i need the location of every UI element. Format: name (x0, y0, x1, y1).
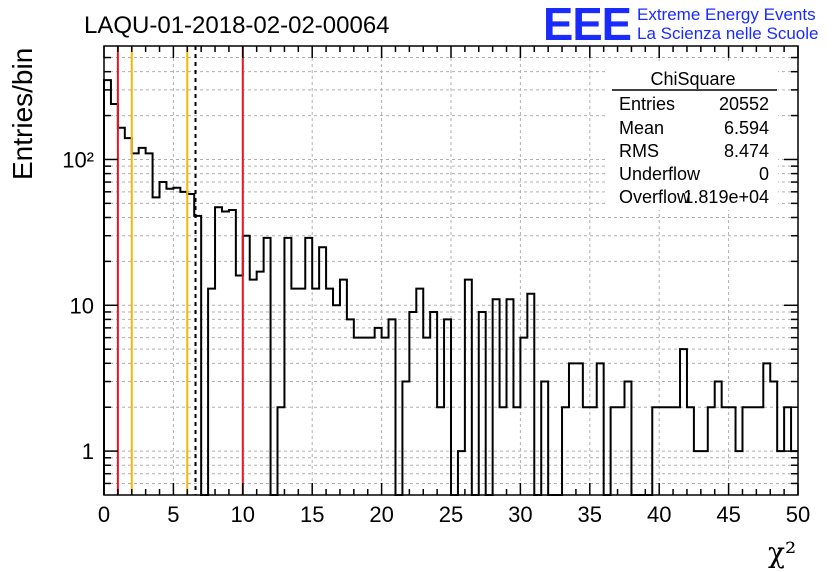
histogram-bar (222, 211, 229, 495)
x-tick-label: 30 (508, 502, 532, 527)
histogram-bar (333, 305, 340, 495)
x-axis-label: χ² (768, 536, 796, 569)
histogram-bar (139, 148, 146, 495)
histogram-bar (597, 363, 604, 495)
y-tick-labels: 1 10 10² (62, 147, 94, 464)
histogram-bar (160, 182, 167, 495)
stats-label-rms: RMS (619, 141, 659, 161)
histogram-bar (180, 192, 187, 495)
histogram-outline (103, 79, 798, 496)
stats-value-rms: 8.474 (724, 141, 769, 161)
stats-title: ChiSquare (650, 69, 735, 89)
histogram-bar (173, 188, 180, 495)
histogram-bar (153, 197, 160, 495)
y-tick-label: 10 (70, 293, 94, 318)
histogram-bar (166, 189, 173, 495)
histogram-bar (368, 338, 375, 495)
histogram-bar (763, 363, 770, 495)
histogram-bar (229, 210, 236, 495)
stats-box: ChiSquare Entries 20552 Mean 6.594 RMS 8… (608, 62, 778, 210)
histogram-bar (680, 349, 687, 495)
histogram-bar (541, 382, 548, 495)
histogram-bar (402, 382, 409, 495)
histogram-bar (215, 207, 222, 495)
histogram-bar (187, 194, 194, 495)
stats-value-overflow: 1.819e+04 (683, 187, 769, 207)
histogram-bar (409, 312, 416, 495)
y-tick-label: 1 (82, 439, 94, 464)
stats-label-overflow: Overflow (619, 187, 691, 207)
x-tick-label: 40 (647, 502, 671, 527)
histogram-bar (479, 312, 486, 495)
chart-title: LAQU-01-2018-02-02-00064 (84, 12, 390, 39)
stats-background (608, 62, 778, 210)
histogram-bar (354, 338, 361, 495)
logo-line2: La Scienza nelle Scuole (637, 24, 818, 43)
x-tick-label: 10 (231, 502, 255, 527)
histogram-bar (770, 382, 777, 495)
x-tick-label: 50 (786, 502, 810, 527)
histogram-bar (382, 338, 389, 495)
logo-line1: Extreme Energy Events (637, 5, 816, 24)
histogram-bar (111, 104, 118, 495)
marker-lines (116, 46, 244, 495)
y-tick-label: 10² (62, 147, 94, 172)
stats-value-mean: 6.594 (724, 118, 769, 138)
axes-frame (103, 45, 799, 496)
histogram-bar (118, 128, 125, 495)
histogram-bar (146, 153, 153, 495)
histogram-bar (576, 363, 583, 495)
histogram-bar (236, 276, 243, 495)
histogram-series (103, 79, 798, 496)
histogram-bar (264, 238, 271, 495)
histogram-bar (715, 382, 722, 495)
x-tick-label: 0 (98, 502, 110, 527)
histogram-bar (361, 338, 368, 495)
stats-label-mean: Mean (619, 118, 664, 138)
histogram-bar (520, 338, 527, 495)
histogram-bar (423, 338, 430, 495)
stats-value-underflow: 0 (759, 164, 769, 184)
stats-label-entries: Entries (619, 94, 675, 114)
x-tick-label: 15 (300, 502, 324, 527)
x-tick-labels: 0 5 10 15 20 25 30 35 40 45 50 (98, 502, 810, 527)
histogram-bar (132, 153, 139, 495)
x-tick-label: 45 (716, 502, 740, 527)
histogram-bar (375, 328, 382, 495)
histogram-bar (243, 236, 250, 495)
histogram-bar (284, 238, 291, 495)
x-tick-label: 20 (369, 502, 393, 527)
x-tick-label: 5 (167, 502, 179, 527)
x-tick-label: 35 (578, 502, 602, 527)
eee-logo: EEE Extreme Energy Events La Scienza nel… (543, 0, 818, 50)
histogram-bar (625, 382, 632, 495)
histogram-bar (569, 363, 576, 495)
stats-label-underflow: Underflow (619, 164, 701, 184)
histogram-bar (430, 312, 437, 495)
x-tick-label: 25 (439, 502, 463, 527)
stats-value-entries: 20552 (719, 94, 769, 114)
y-axis-label: Entries/bin (7, 48, 38, 180)
histogram-bar (305, 238, 312, 495)
histogram-bar (104, 80, 111, 495)
logo-mark: EEE (543, 0, 631, 50)
